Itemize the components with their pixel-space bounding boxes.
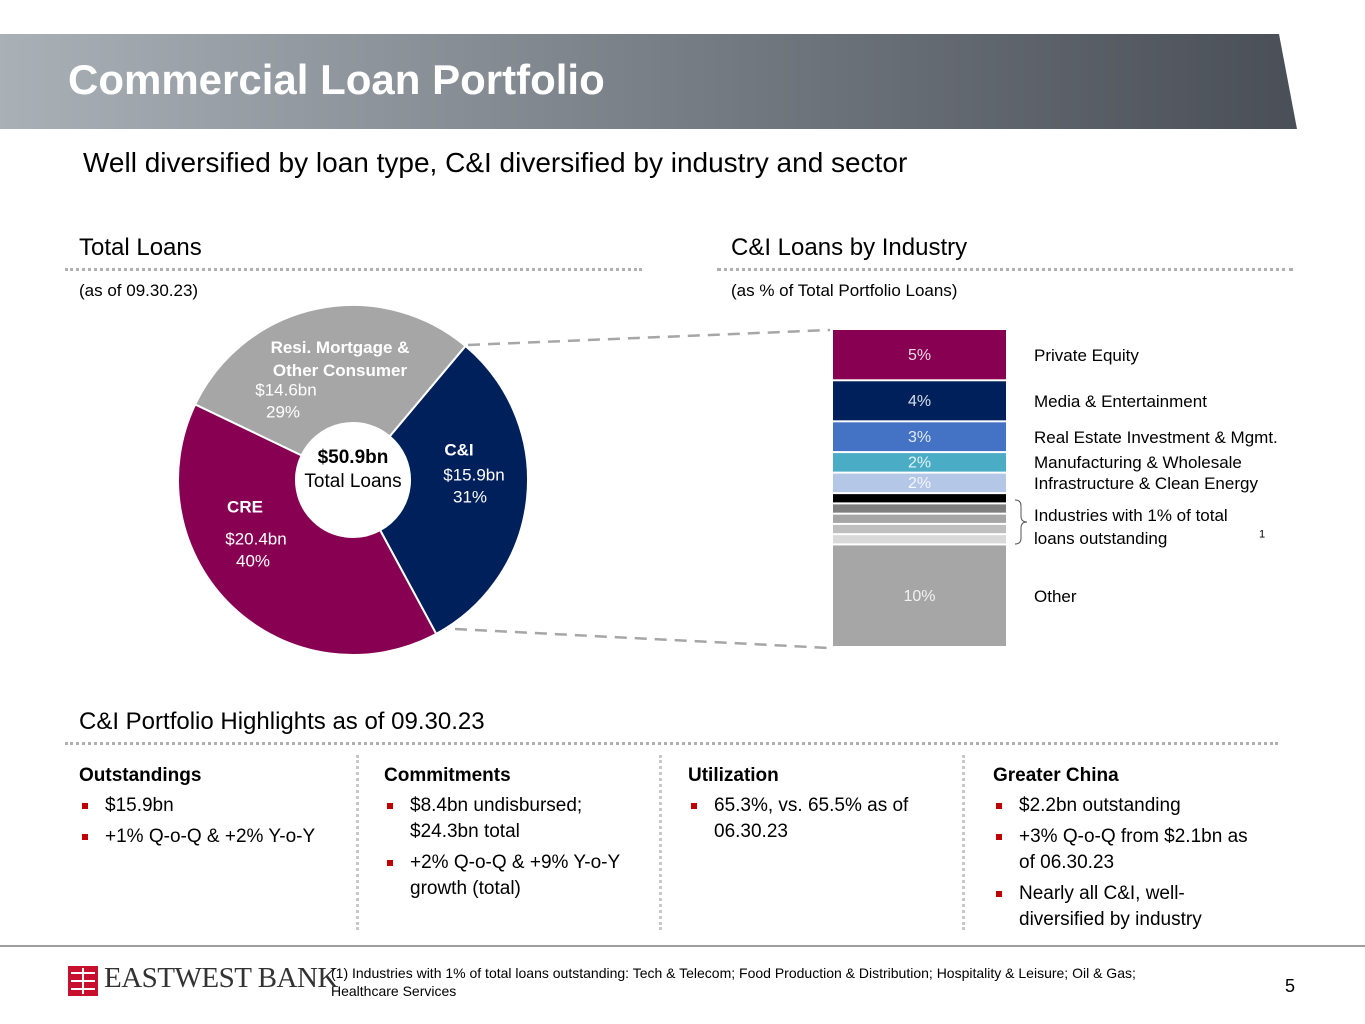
column-heading: Commitments	[384, 765, 511, 786]
bullet: $15.9bn	[79, 793, 341, 819]
slice-amount: $20.4bn	[225, 529, 286, 548]
highlight-column: Outstandings $15.9bn +1% Q-o-Q & +2% Y-o-Y	[79, 765, 349, 855]
section-subtitle: (as % of Total Portfolio Loans)	[731, 281, 958, 300]
column-heading: Greater China	[993, 765, 1119, 786]
pie-slice	[177, 403, 438, 656]
pie-slice	[378, 344, 529, 636]
highlight-column: Utilization 65.3%, vs. 65.5% as of 06.30.…	[688, 765, 958, 850]
header-band	[0, 34, 1297, 129]
pie-slice	[193, 304, 467, 457]
section-title: C&I Loans by Industry	[731, 234, 968, 261]
divider	[717, 268, 1293, 271]
bullet-list: $15.9bn +1% Q-o-Q & +2% Y-o-Y	[79, 793, 349, 850]
bullet: +2% Q-o-Q & +9% Y-o-Y growth (total)	[384, 850, 646, 902]
slice-value-label: 40%	[236, 551, 270, 570]
bullet: Nearly all C&I, well-diversified by indu…	[993, 881, 1255, 933]
divider	[65, 268, 642, 271]
footnote: (1) Industries with 1% of total loans ou…	[331, 965, 1136, 999]
section-title: Total Loans	[79, 234, 202, 261]
bar-segment	[833, 473, 1006, 493]
slice-label: C&I	[444, 440, 473, 459]
bar-segment	[833, 535, 1006, 544]
column-heading: Utilization	[688, 765, 779, 786]
legend-label: Other	[1034, 586, 1077, 606]
bracket-label: Industries with 1% of total loans outsta…	[1034, 504, 1265, 550]
bar-segment	[833, 381, 1006, 421]
center-caption: Total Loans	[304, 471, 401, 492]
section-subtitle: (as of 09.30.23)	[79, 281, 199, 300]
bracket	[1014, 499, 1028, 545]
legend-label: Infrastructure & Clean Energy	[1034, 473, 1258, 493]
column-divider	[659, 755, 662, 930]
center-amount: $50.9bn	[318, 447, 389, 468]
bullet: +1% Q-o-Q & +2% Y-o-Y	[79, 824, 341, 850]
logo-icon	[68, 966, 98, 996]
bullet-list: $8.4bn undisbursed; $24.3bn total +2% Q-o…	[384, 793, 654, 902]
divider	[65, 742, 1278, 745]
column-heading: Outstandings	[79, 765, 202, 786]
legend-label: Manufacturing & Wholesale	[1034, 453, 1242, 473]
bar-segment	[833, 330, 1006, 380]
segment-label: 10%	[903, 588, 935, 605]
slide-title: Commercial Loan Portfolio	[68, 56, 605, 103]
slide-subtitle: Well diversified by loan type, C&I diver…	[83, 147, 908, 178]
column-divider	[356, 755, 359, 930]
bar-segment	[833, 524, 1006, 534]
bullet-list: $2.2bn outstanding +3% Q-o-Q from $2.1bn …	[993, 793, 1263, 933]
bar-segment	[833, 514, 1006, 523]
segment-label: 4%	[908, 393, 931, 410]
legend-label: Media & Entertainment	[1034, 391, 1207, 411]
segment-label: 2%	[908, 475, 931, 492]
bar-segment	[833, 545, 1006, 646]
bullet: +3% Q-o-Q from $2.1bn as of 06.30.23	[993, 824, 1255, 876]
logo-text: EASTWEST BANK	[104, 962, 338, 994]
bullet: $2.2bn outstanding	[993, 793, 1255, 819]
legend-label: Real Estate Investment & Mgmt.	[1034, 427, 1278, 447]
bullet-list: 65.3%, vs. 65.5% as of 06.30.23	[688, 793, 958, 845]
bracket-text: Industries with 1% of total loans outsta…	[1034, 506, 1228, 548]
slice-value-label: 31%	[453, 487, 487, 506]
slice-value-label: 29%	[266, 402, 300, 421]
connector	[434, 626, 831, 650]
bar-segment	[833, 504, 1006, 513]
bullet: $8.4bn undisbursed; $24.3bn total	[384, 793, 646, 845]
slice-amount: $14.6bn	[255, 380, 316, 399]
section-title: C&I Portfolio Highlights as of 09.30.23	[79, 708, 485, 735]
slice-label: CRE	[227, 497, 263, 516]
column-divider	[962, 755, 965, 930]
highlight-column: Greater China $2.2bn outstanding +3% Q-o-Q…	[993, 765, 1263, 938]
segment-label: 3%	[908, 429, 931, 446]
legend-label: Private Equity	[1034, 345, 1139, 365]
segment-label: 5%	[908, 347, 931, 364]
bar-segment	[833, 422, 1006, 452]
bullet: 65.3%, vs. 65.5% as of 06.30.23	[688, 793, 950, 845]
footnote-mark: 1	[1259, 528, 1266, 541]
connector	[467, 328, 831, 347]
highlight-column: Commitments $8.4bn undisbursed; $24.3bn t…	[384, 765, 654, 907]
bar-segment	[833, 453, 1006, 472]
slice-label: Resi. Mortgage & Other Consumer	[270, 338, 410, 380]
bar-segment	[833, 494, 1006, 503]
segment-label: 2%	[908, 455, 931, 472]
slice-amount: $15.9bn	[443, 465, 504, 484]
page-number: 5	[1285, 976, 1296, 996]
